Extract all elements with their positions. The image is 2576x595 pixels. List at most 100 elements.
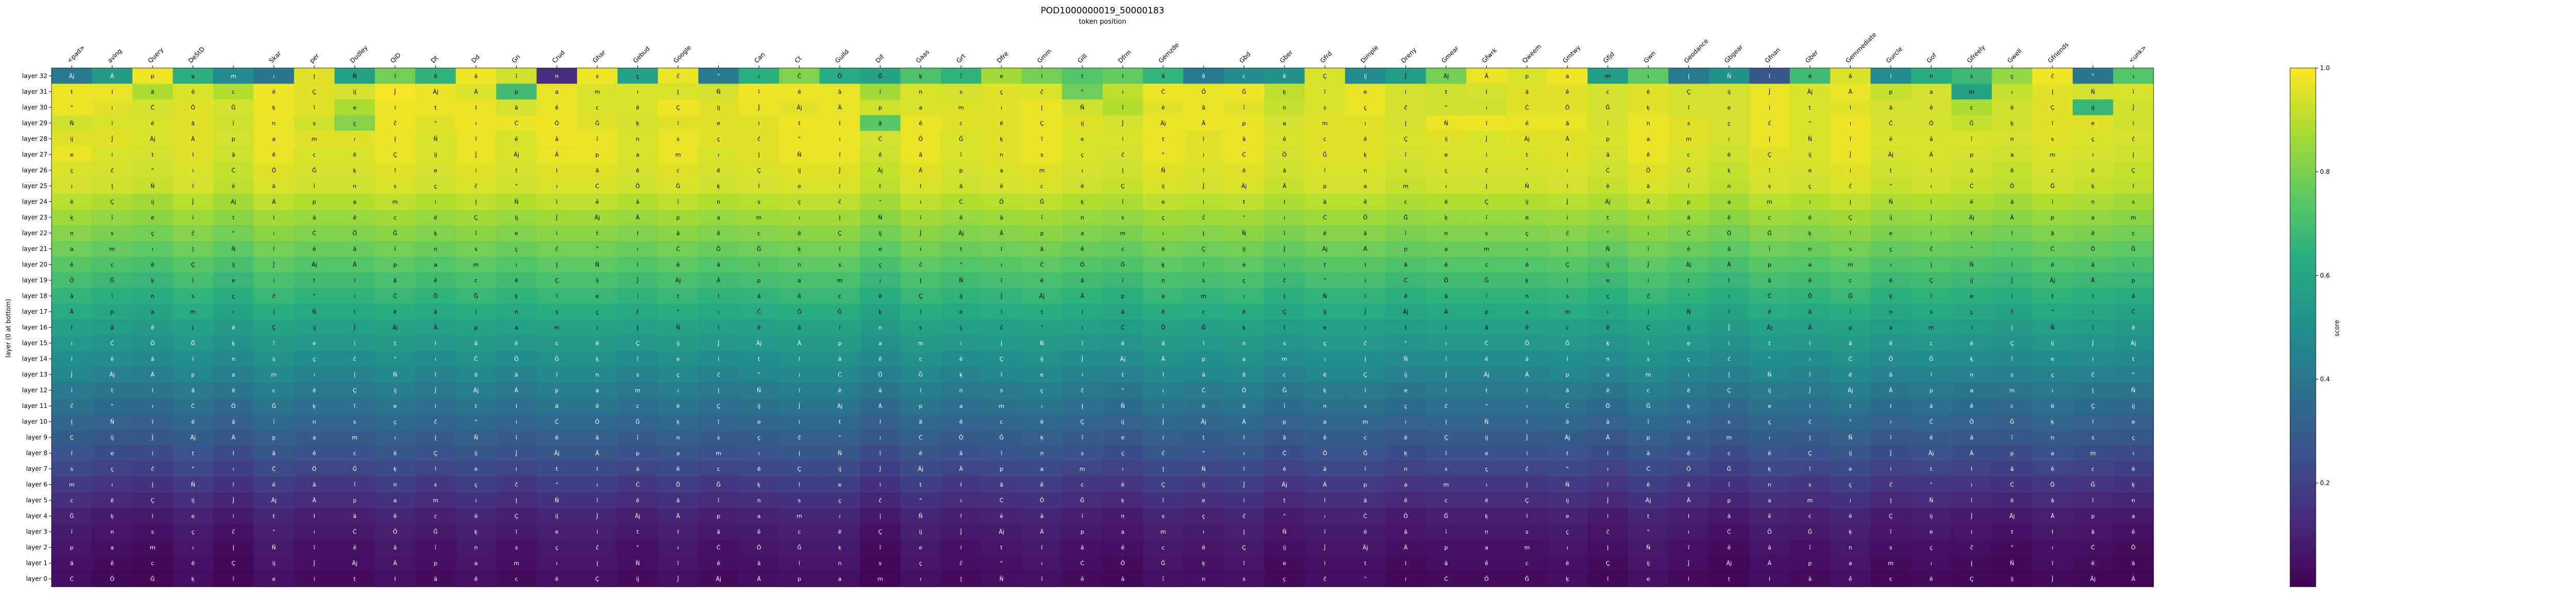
heatmap-cell (1224, 146, 1265, 163)
heatmap-cell-label: i (597, 529, 598, 535)
heatmap-cell (1668, 429, 1709, 446)
heatmap-cell (415, 68, 456, 84)
heatmap-cell-label: Į (597, 560, 598, 567)
heatmap-cell (1022, 68, 1063, 84)
heatmap-cell-label: Ĵ (353, 325, 356, 331)
heatmap-cell-label: " (758, 371, 760, 378)
heatmap-cell (1466, 272, 1507, 288)
heatmap-cell-label: ë (1161, 246, 1165, 252)
heatmap-cell-label: s (1162, 513, 1165, 520)
heatmap-cell-label: p (798, 576, 801, 583)
heatmap-cell-label: Ċ (1485, 340, 1489, 347)
heatmap-cell-label: i (1041, 73, 1043, 79)
heatmap-cell-label: p (1404, 246, 1408, 252)
heatmap-cell (1951, 99, 1992, 116)
heatmap-cell (1426, 366, 1467, 383)
heatmap-cell (1264, 257, 1305, 273)
heatmap-cell (1143, 335, 1184, 351)
heatmap-cell-label: ı (1243, 450, 1245, 457)
heatmap-cell (496, 146, 537, 163)
heatmap-cell-label: ķ (2091, 183, 2095, 190)
heatmap-cell-label: ä (1687, 214, 1690, 221)
heatmap-cell-label: ä (1647, 450, 1650, 457)
heatmap-cell-label: c (434, 513, 437, 520)
heatmap-cell-label: ë (717, 167, 720, 174)
heatmap-cell (1506, 131, 1548, 147)
heatmap-cell-label: Ö (433, 293, 438, 299)
heatmap-cell-label: Ç (1161, 482, 1165, 488)
heatmap-cell-label: m (2130, 214, 2136, 221)
heatmap-cell (496, 99, 537, 116)
heatmap-cell (213, 492, 254, 508)
heatmap-cell (1708, 68, 1750, 84)
colorbar-tick-label: 0.4 (2320, 376, 2330, 383)
heatmap-cell-label: m (2009, 387, 2015, 394)
heatmap-cell (1789, 178, 1831, 194)
heatmap-cell (2032, 99, 2073, 116)
heatmap-cell-label: Ö (959, 434, 963, 441)
heatmap-cell (981, 162, 1022, 179)
heatmap-cell-label: ĩ (2092, 419, 2094, 426)
heatmap-cell (52, 351, 92, 367)
heatmap-cell (52, 303, 92, 320)
heatmap-cell-label: ı (839, 135, 840, 142)
heatmap-cell (1022, 492, 1063, 508)
heatmap-cell (1547, 209, 1588, 226)
heatmap-cell (1830, 445, 1871, 462)
heatmap-cell-label: " (919, 497, 922, 504)
heatmap-cell (1708, 508, 1750, 524)
heatmap-cell (1547, 146, 1588, 163)
heatmap-cell (1547, 398, 1588, 414)
heatmap-cell-label: ä (596, 167, 599, 174)
heatmap-cell (52, 162, 92, 179)
heatmap-cell (1870, 398, 1911, 414)
heatmap-cell-label: ï (717, 325, 720, 331)
heatmap-cell-label: ê (1202, 73, 1206, 79)
heatmap-cell (1103, 288, 1143, 304)
heatmap-cell-label: ı (1001, 261, 1002, 268)
heatmap-cell (738, 461, 779, 477)
heatmap-cell-label: Ĵ (1566, 198, 1569, 205)
heatmap-cell (1830, 461, 1871, 477)
heatmap-cell (819, 414, 860, 430)
heatmap-cell-label: Äj (473, 387, 479, 394)
heatmap-cell-label: " (2051, 309, 2054, 315)
heatmap-cell (92, 272, 133, 288)
heatmap-cell-label: ä (636, 466, 639, 472)
heatmap-cell (1506, 382, 1548, 399)
heatmap-cell (1345, 445, 1386, 462)
heatmap-cell (860, 83, 901, 100)
heatmap-cell-label: Ñ (838, 450, 842, 457)
heatmap-cell-label: Į (920, 277, 921, 284)
heatmap-cell (1022, 382, 1063, 399)
heatmap-cell-label: ı (1284, 214, 1285, 221)
heatmap-cell (1385, 477, 1427, 493)
heatmap-cell-label: Ä (878, 403, 883, 410)
heatmap-cell-label: ĭ (1445, 529, 1447, 535)
heatmap-cell-label: ë (555, 576, 558, 583)
heatmap-cell-label: c (151, 560, 154, 567)
heatmap-cell (1143, 555, 1184, 571)
heatmap-cell (1345, 319, 1386, 336)
heatmap-cell (496, 398, 537, 414)
heatmap-cell (1668, 398, 1709, 414)
heatmap-cell-label: Ĵ (1647, 261, 1650, 268)
heatmap-cell-label: ç (1000, 89, 1003, 95)
heatmap-cell (253, 319, 295, 336)
heatmap-cell (941, 194, 982, 210)
heatmap-cell-label: ı (1728, 135, 1730, 142)
heatmap-cell (1506, 351, 1548, 367)
heatmap-cell-label: Ä (1727, 261, 1731, 268)
heatmap-cell (1506, 398, 1548, 414)
heatmap-cell (2113, 178, 2154, 194)
heatmap-cell-label: s (1040, 151, 1043, 158)
heatmap-cell-label: a (1323, 419, 1327, 426)
heatmap-cell (2032, 272, 2073, 288)
heatmap-cell (2113, 429, 2154, 446)
heatmap-cell (1264, 523, 1305, 540)
heatmap-cell-label: n (676, 434, 680, 441)
heatmap-cell (1951, 288, 1992, 304)
heatmap-cell-label: Ö (1242, 387, 1246, 394)
heatmap-cell-label: Ğ (1767, 230, 1772, 236)
heatmap-cell (1103, 319, 1143, 336)
